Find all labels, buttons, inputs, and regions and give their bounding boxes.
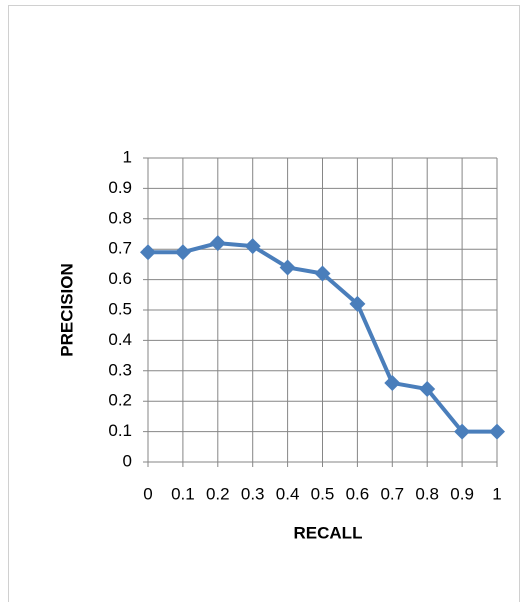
chart-border (8, 5, 520, 606)
y-tick-label: 0.7 (108, 239, 132, 258)
x-tick-label: 0.8 (415, 484, 439, 503)
data-point (279, 259, 296, 276)
x-tick-label: 0.1 (171, 484, 195, 503)
x-tick-label: 0.4 (276, 484, 300, 503)
data-point (174, 244, 191, 261)
data-point (314, 265, 331, 282)
y-tick-label: 0.4 (108, 330, 132, 349)
y-tick-label: 0.8 (108, 208, 132, 227)
data-point (349, 295, 366, 312)
y-tick-label: 0 (123, 451, 132, 470)
x-tick-label: 0.6 (346, 484, 370, 503)
data-point (454, 423, 471, 440)
x-tick-label: 0.5 (311, 484, 335, 503)
x-tick-label: 0 (143, 484, 152, 503)
data-point (140, 244, 156, 261)
y-tick-label: 0.3 (108, 360, 132, 379)
x-tick-label: 0.9 (450, 484, 474, 503)
y-tick-label: 0.1 (108, 421, 132, 440)
x-axis-title: RECALL (294, 523, 363, 542)
y-axis-title: PRECISION (57, 263, 76, 357)
y-tick-label: 0.5 (108, 299, 132, 318)
y-tick-label: 0.6 (108, 269, 132, 288)
x-tick-label: 0.2 (206, 484, 230, 503)
data-point (419, 381, 436, 398)
x-tick-label: 0.3 (241, 484, 265, 503)
data-point (489, 423, 505, 440)
y-tick-label: 0.9 (108, 178, 132, 197)
y-tick-label: 0.2 (108, 391, 132, 410)
x-tick-label: 1 (492, 484, 501, 503)
data-point (384, 374, 401, 391)
y-tick-label: 1 (123, 147, 132, 166)
data-point (209, 235, 226, 252)
x-tick-label: 0.7 (380, 484, 404, 503)
data-point (244, 238, 261, 255)
